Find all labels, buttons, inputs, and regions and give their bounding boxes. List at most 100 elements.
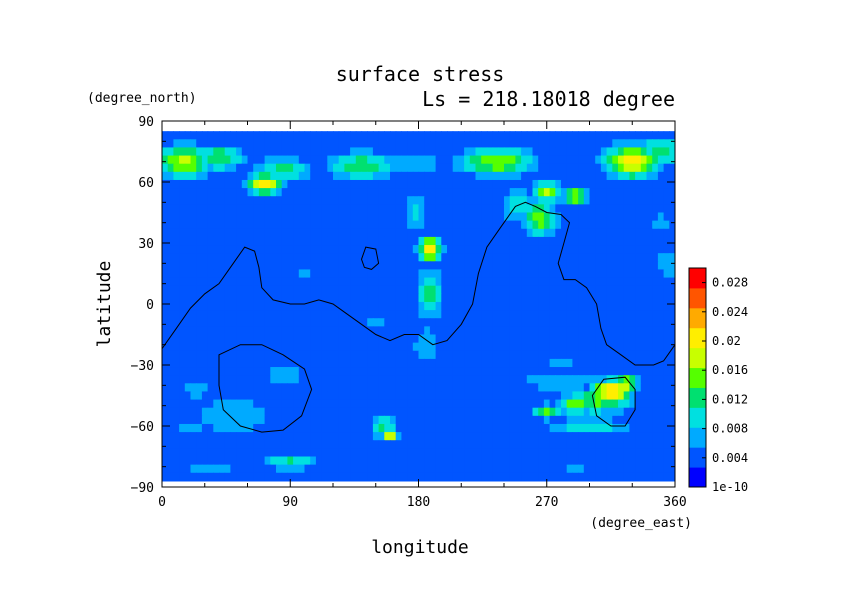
heatmap-cell — [230, 310, 237, 319]
heatmap-cell — [412, 269, 420, 279]
heatmap-cell — [429, 326, 437, 336]
heatmap-cell — [207, 220, 214, 230]
heatmap-cell — [492, 350, 499, 360]
heatmap-cell — [213, 245, 220, 254]
heatmap-cell — [350, 375, 357, 384]
heatmap-cell — [612, 367, 619, 376]
heatmap-cell — [372, 350, 380, 360]
heatmap-cell — [196, 220, 203, 230]
heatmap-cell — [293, 301, 300, 311]
heatmap-cell — [635, 350, 642, 360]
heatmap-cell — [606, 171, 613, 181]
heatmap-cell — [258, 464, 266, 474]
heatmap-cell — [190, 139, 197, 149]
heatmap-cell — [509, 407, 516, 417]
heatmap-cell — [355, 415, 363, 425]
heatmap-cell — [561, 155, 568, 165]
heatmap-cell — [555, 310, 562, 319]
heatmap-cell — [452, 423, 459, 433]
heatmap-cell — [213, 415, 220, 425]
heatmap-cell — [492, 293, 499, 303]
heatmap-cell — [344, 261, 351, 271]
heatmap-cell — [612, 375, 619, 384]
heatmap-cell — [515, 179, 522, 189]
heatmap-cell — [190, 212, 197, 222]
heatmap-cell — [401, 407, 408, 417]
heatmap-cell — [424, 212, 431, 222]
heatmap-cell — [418, 171, 425, 181]
heatmap-cell — [549, 464, 556, 474]
heatmap-cell — [173, 383, 180, 393]
heatmap-cell — [412, 293, 420, 303]
heatmap-cell — [162, 253, 169, 262]
heatmap-cell — [635, 456, 642, 466]
heatmap-cell — [424, 350, 431, 360]
heatmap-cell — [224, 407, 231, 417]
heatmap-cell — [458, 415, 465, 425]
heatmap-cell — [452, 334, 459, 344]
heatmap-cell — [595, 326, 602, 336]
heatmap-cell — [504, 179, 511, 189]
heatmap-cell — [264, 415, 271, 425]
heatmap-cell — [219, 139, 226, 149]
heatmap-cell — [321, 326, 328, 336]
heatmap-cell — [532, 310, 539, 319]
heatmap-cell — [230, 334, 237, 344]
heatmap-cell — [361, 440, 368, 449]
heatmap-cell — [549, 318, 556, 327]
heatmap-cell — [338, 342, 345, 352]
heatmap-cell — [407, 155, 414, 165]
heatmap-cell — [333, 472, 340, 482]
heatmap-cell — [515, 171, 522, 181]
heatmap-cell — [549, 212, 556, 222]
heatmap-cell — [315, 334, 323, 344]
heatmap-cell — [264, 440, 271, 449]
heatmap-cell — [521, 399, 528, 409]
heatmap-cell — [213, 472, 220, 482]
heatmap-cell — [395, 350, 402, 360]
heatmap-cell — [441, 415, 448, 425]
heatmap-cell — [486, 196, 494, 205]
heatmap-cell — [344, 367, 351, 376]
heatmap-cell — [412, 423, 420, 433]
heatmap-cell — [429, 334, 437, 344]
heatmap-cell — [572, 334, 579, 344]
heatmap-cell — [549, 277, 556, 287]
heatmap-cell — [652, 440, 659, 449]
heatmap-cell — [258, 285, 266, 295]
heatmap-cell — [315, 163, 323, 173]
heatmap-cell — [310, 188, 317, 197]
heatmap-cell — [378, 464, 385, 474]
heatmap-cell — [184, 399, 192, 409]
heatmap-cell — [367, 277, 374, 287]
heatmap-cell — [270, 220, 277, 230]
heatmap-cell — [367, 440, 374, 449]
heatmap-cell — [378, 277, 385, 287]
heatmap-cell — [475, 261, 482, 271]
heatmap-cell — [344, 236, 351, 246]
heatmap-cell — [361, 375, 368, 384]
heatmap-cell — [600, 212, 608, 222]
heatmap-cell — [407, 188, 414, 197]
heatmap-cell — [486, 301, 494, 311]
heatmap-cell — [441, 228, 448, 238]
heatmap-cell — [361, 399, 368, 409]
heatmap-cell — [441, 139, 448, 149]
heatmap-cell — [549, 204, 556, 214]
heatmap-cell — [640, 407, 648, 417]
heatmap-cell — [321, 358, 328, 368]
heatmap-cell — [350, 448, 357, 458]
heatmap-cell — [184, 277, 192, 287]
heatmap-cell — [469, 131, 477, 140]
heatmap-cell — [492, 253, 499, 262]
heatmap-cell — [247, 472, 254, 482]
heatmap-cell — [452, 269, 459, 279]
heatmap-cell — [515, 358, 522, 368]
heatmap-cell — [538, 342, 545, 352]
heatmap-cell — [207, 432, 214, 441]
heatmap-cell — [515, 383, 522, 393]
heatmap-cell — [441, 472, 448, 482]
heatmap-cell — [350, 179, 357, 189]
heatmap-cell — [629, 399, 636, 409]
heatmap-cell — [207, 423, 214, 433]
